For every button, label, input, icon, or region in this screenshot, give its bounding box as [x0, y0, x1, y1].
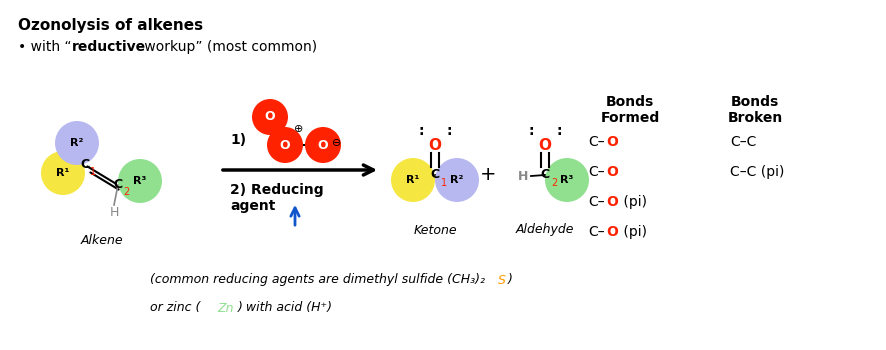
Circle shape	[118, 159, 162, 203]
Circle shape	[305, 127, 341, 163]
Text: C–: C–	[588, 135, 605, 149]
Text: 2: 2	[551, 178, 557, 188]
Text: workup” (most common): workup” (most common)	[140, 40, 317, 54]
Circle shape	[545, 158, 589, 202]
Text: R³: R³	[133, 176, 147, 186]
Text: :: :	[447, 124, 452, 138]
Circle shape	[252, 99, 288, 135]
Text: C–: C–	[588, 225, 605, 239]
Text: R³: R³	[560, 175, 574, 185]
Text: C: C	[81, 159, 89, 172]
Text: O: O	[280, 139, 291, 152]
Text: Alkene: Alkene	[81, 233, 123, 246]
Text: Bonds
Formed: Bonds Formed	[601, 95, 659, 125]
Text: C: C	[431, 168, 439, 182]
Text: 1): 1)	[230, 133, 246, 147]
Circle shape	[391, 158, 435, 202]
Text: R¹: R¹	[57, 168, 70, 178]
Text: :: :	[528, 124, 533, 138]
Text: O: O	[606, 225, 618, 239]
Circle shape	[267, 127, 303, 163]
Text: Aldehyde: Aldehyde	[516, 224, 574, 237]
Text: 2) Reducing
agent: 2) Reducing agent	[230, 183, 323, 213]
Text: C–C (pi): C–C (pi)	[730, 165, 784, 179]
Text: or zinc (: or zinc (	[150, 301, 200, 315]
Text: :: :	[418, 124, 424, 138]
Text: 2: 2	[123, 187, 129, 197]
Text: Ozonolysis of alkenes: Ozonolysis of alkenes	[18, 18, 203, 33]
Text: H: H	[517, 170, 528, 183]
Text: R¹: R¹	[407, 175, 420, 185]
Text: ) with acid (H⁺): ) with acid (H⁺)	[238, 301, 333, 315]
Text: H: H	[109, 206, 119, 219]
Text: Ketone: Ketone	[413, 224, 457, 237]
Text: 1: 1	[90, 167, 96, 177]
Text: O: O	[539, 138, 551, 153]
Text: C: C	[540, 168, 549, 182]
Text: O: O	[265, 111, 276, 124]
Text: Zn: Zn	[217, 301, 234, 315]
Text: (pi): (pi)	[619, 225, 647, 239]
Text: • with “: • with “	[18, 40, 72, 54]
Text: C–: C–	[588, 165, 605, 179]
Text: 1: 1	[441, 178, 447, 188]
Text: (common reducing agents are dimethyl sulfide (CH₃)₂: (common reducing agents are dimethyl sul…	[150, 273, 485, 287]
Text: (pi): (pi)	[619, 195, 647, 209]
Text: +: +	[479, 166, 496, 184]
Text: O: O	[606, 165, 618, 179]
Text: ): )	[508, 273, 513, 287]
Text: ⊖: ⊖	[332, 138, 342, 148]
Text: Bonds
Broken: Bonds Broken	[727, 95, 782, 125]
Text: R²: R²	[450, 175, 463, 185]
Text: S: S	[498, 273, 506, 287]
Text: R²: R²	[70, 138, 83, 148]
Text: ⊕: ⊕	[294, 124, 304, 134]
Text: O: O	[606, 195, 618, 209]
Circle shape	[41, 151, 85, 195]
Text: O: O	[318, 139, 329, 152]
Text: :: :	[556, 124, 562, 138]
Text: O: O	[606, 135, 618, 149]
Circle shape	[435, 158, 479, 202]
Text: reductive: reductive	[72, 40, 146, 54]
Text: C–: C–	[588, 195, 605, 209]
Text: O: O	[429, 138, 441, 153]
Circle shape	[55, 121, 99, 165]
Text: C: C	[113, 178, 122, 191]
Text: C–C: C–C	[730, 135, 757, 149]
